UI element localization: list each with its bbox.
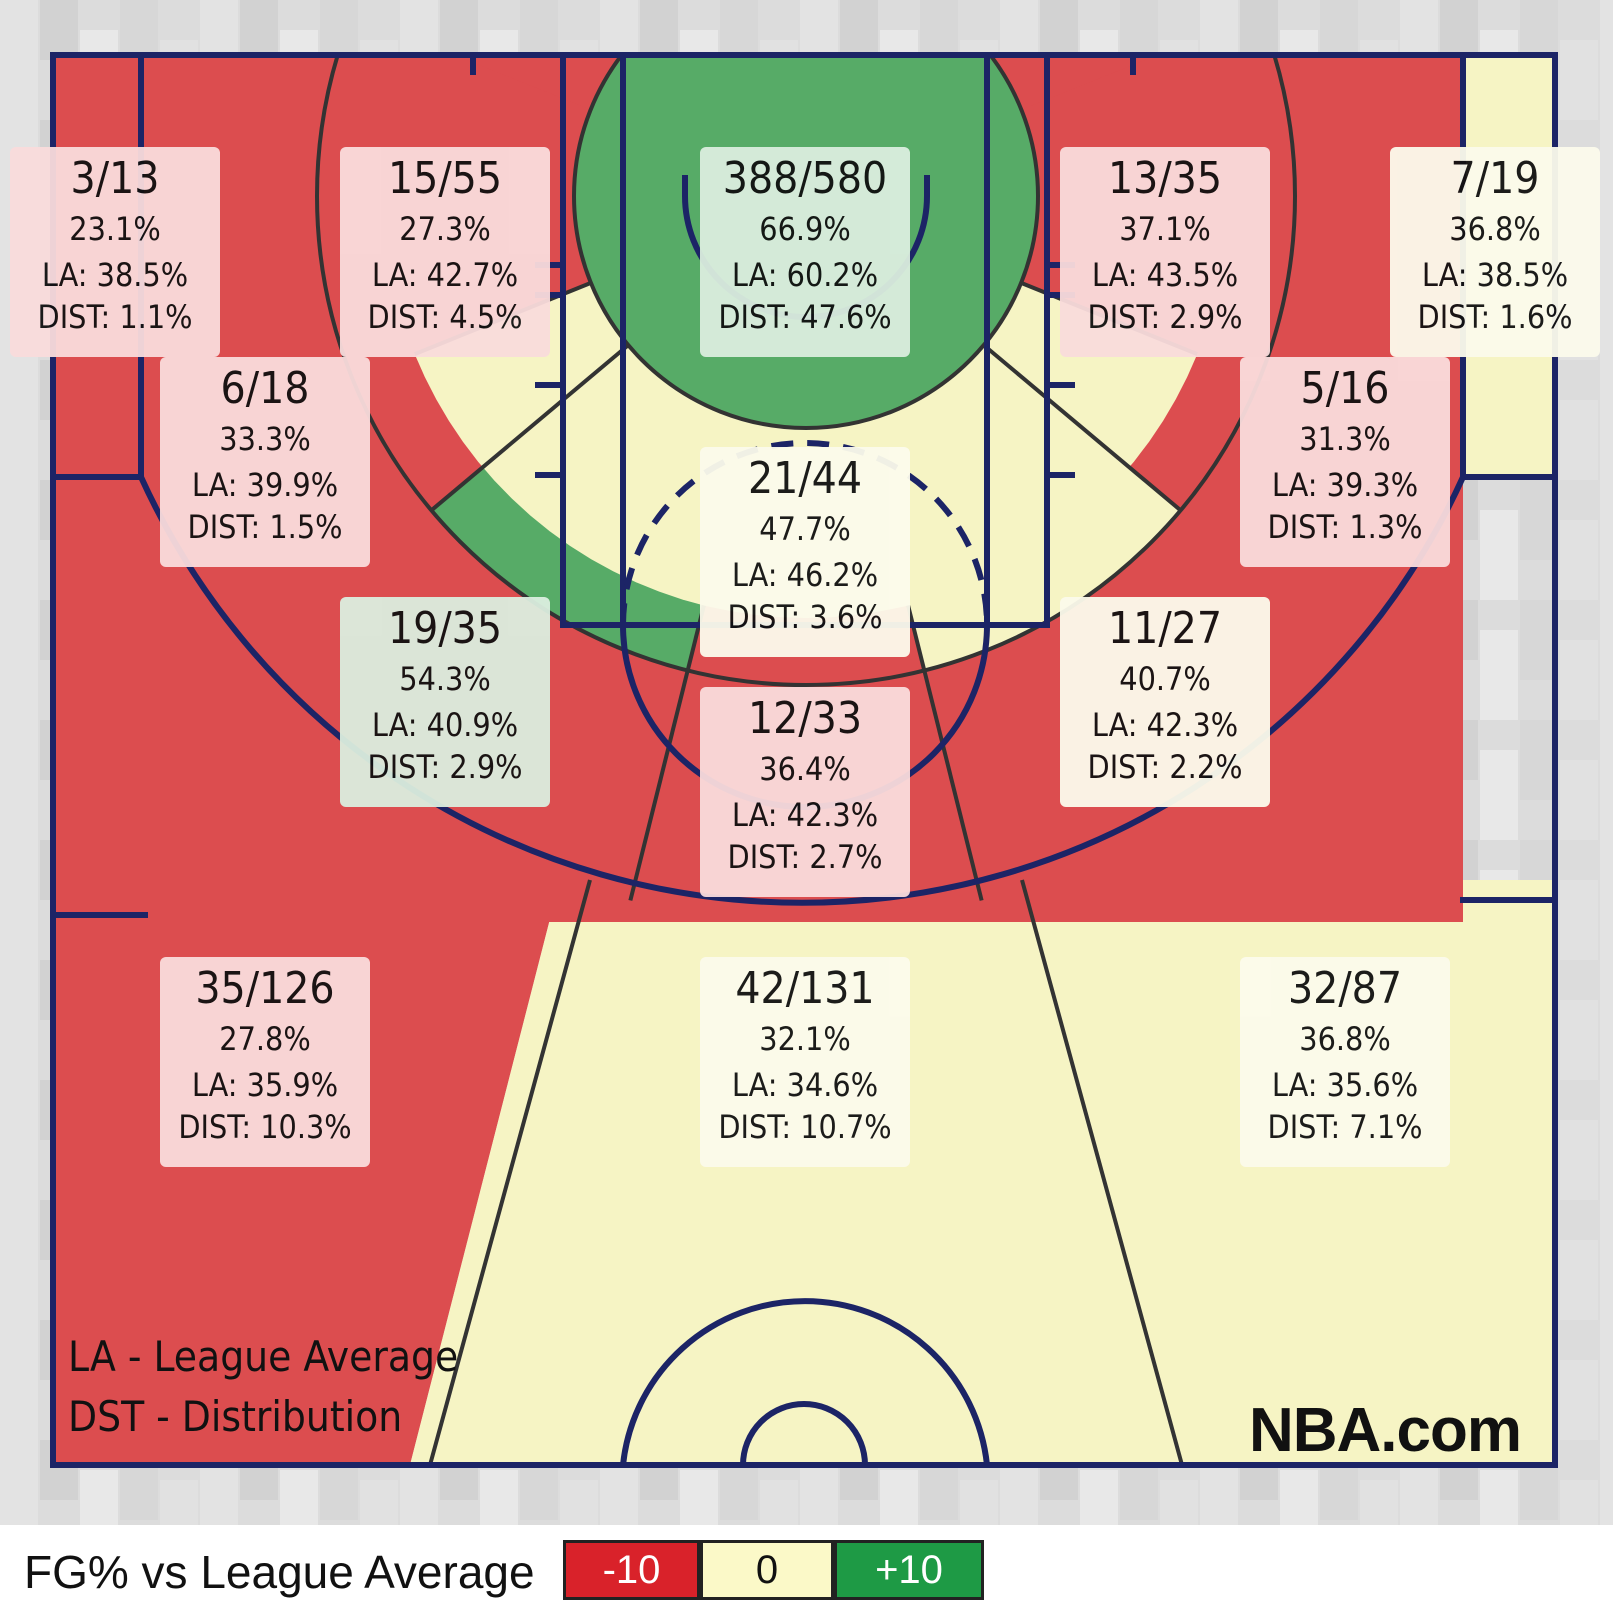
zone-league-avg: LA: 35.9% — [191, 1066, 339, 1104]
zone-divider-1 — [982, 343, 1182, 512]
center-circle-inner — [740, 1401, 868, 1466]
zone-label-left-baseline-mid: 6/18 33.3% LA: 39.9% DIST: 1.5% — [160, 357, 370, 567]
zone-distribution: DIST: 1.3% — [1267, 508, 1423, 546]
zone-made-attempted: 21/44 — [747, 453, 863, 504]
zone-label-top-key-3: 42/131 32.1% LA: 34.6% DIST: 10.7% — [700, 957, 910, 1167]
zone-made-attempted: 19/35 — [387, 603, 503, 654]
zone-label-right-corner-3: 7/19 36.8% LA: 38.5% DIST: 1.6% — [1390, 147, 1600, 357]
zone-made-attempted: 12/33 — [747, 693, 863, 744]
zone-fg-pct: 36.8% — [1449, 210, 1541, 248]
zone-label-right-baseline-mid: 5/16 31.3% LA: 39.3% DIST: 1.3% — [1240, 357, 1450, 567]
zone-divider-0 — [430, 343, 630, 512]
court-lines — [50, 52, 1558, 1468]
zone-distribution: DIST: 2.2% — [1087, 748, 1243, 786]
zone-made-attempted: 32/87 — [1287, 963, 1403, 1014]
zone-fg-pct: 36.4% — [759, 750, 851, 788]
zone-made-attempted: 42/131 — [735, 963, 875, 1014]
zone-label-top-key-mid: 12/33 36.4% LA: 42.3% DIST: 2.7% — [700, 687, 910, 897]
zone-league-avg: LA: 42.7% — [371, 256, 519, 294]
zone-made-attempted: 11/27 — [1107, 603, 1223, 654]
zone-fg-pct: 47.7% — [759, 510, 851, 548]
zone-league-avg: LA: 39.3% — [1271, 466, 1419, 504]
zone-league-avg: LA: 43.5% — [1091, 256, 1239, 294]
mid-boundary — [315, 55, 1297, 687]
zone-fg-pct: 66.9% — [759, 210, 851, 248]
zone-label-left-corner-3: 3/13 23.1% LA: 38.5% DIST: 1.1% — [10, 147, 220, 357]
zone-label-paint-non-ra: 21/44 47.7% LA: 46.2% DIST: 3.6% — [700, 447, 910, 657]
footer-title: FG% vs League Average — [24, 1546, 535, 1598]
zone-made-attempted: 7/19 — [1450, 153, 1540, 204]
zone-divider-right-3 — [1020, 879, 1184, 1465]
legend-distribution: DST - Distribution — [68, 1392, 403, 1441]
zone-league-avg: LA: 60.2% — [731, 256, 879, 294]
zone-distribution: DIST: 1.6% — [1417, 298, 1573, 336]
zone-league-avg: LA: 40.9% — [371, 706, 519, 744]
zone-divider-3 — [906, 604, 984, 901]
zone-league-avg: LA: 42.3% — [1091, 706, 1239, 744]
three-point-arc — [138, 475, 1466, 906]
zone-distribution: DIST: 7.1% — [1267, 1108, 1423, 1146]
zone-league-avg: LA: 46.2% — [731, 556, 879, 594]
zone-fg-pct: 23.1% — [69, 210, 161, 248]
ra-boundary — [572, 55, 1040, 430]
zone-distribution: DIST: 47.6% — [718, 298, 892, 336]
zone-league-avg: LA: 35.6% — [1271, 1066, 1419, 1104]
zone-fg-pct: 27.3% — [399, 210, 491, 248]
scale-box-1: 0 — [700, 1540, 834, 1600]
zone-fg-pct: 32.1% — [759, 1020, 851, 1058]
zone-label-restricted-area: 388/580 66.9% LA: 60.2% DIST: 47.6% — [700, 147, 910, 357]
zone-label-left-wing-3-upper: 15/55 27.3% LA: 42.7% DIST: 4.5% — [340, 147, 550, 357]
zone-distribution: DIST: 3.6% — [727, 598, 883, 636]
scale-box-0: -10 — [563, 1540, 700, 1600]
zone-league-avg: LA: 34.6% — [731, 1066, 879, 1104]
zone-league-avg: LA: 38.5% — [41, 256, 189, 294]
zone-made-attempted: 5/16 — [1300, 363, 1390, 414]
zone-distribution: DIST: 1.1% — [37, 298, 193, 336]
center-circle-outer — [620, 1298, 990, 1466]
zone-distribution: DIST: 10.7% — [718, 1108, 892, 1146]
scale-box-2: +10 — [834, 1540, 984, 1600]
zone-distribution: DIST: 2.7% — [727, 838, 883, 876]
zone-made-attempted: 3/13 — [70, 153, 160, 204]
free-throw-circle-top — [620, 440, 990, 626]
zone-distribution: DIST: 4.5% — [367, 298, 523, 336]
zone-distribution: DIST: 2.9% — [367, 748, 523, 786]
zone-distribution: DIST: 2.9% — [1087, 298, 1243, 336]
zone-fg-pct: 31.3% — [1299, 420, 1391, 458]
zone-league-avg: LA: 38.5% — [1421, 256, 1569, 294]
zone-fg-pct: 54.3% — [399, 660, 491, 698]
zone-fg-pct: 36.8% — [1299, 1020, 1391, 1058]
zone-made-attempted: 6/18 — [220, 363, 310, 414]
zone-made-attempted: 13/35 — [1107, 153, 1223, 204]
zone-league-avg: LA: 42.3% — [731, 796, 879, 834]
zone-top-key-3 — [410, 880, 1180, 1465]
zone-distribution: DIST: 10.3% — [178, 1108, 352, 1146]
zone-label-left-elbow-mid: 19/35 54.3% LA: 40.9% DIST: 2.9% — [340, 597, 550, 807]
zone-fg-pct: 33.3% — [219, 420, 311, 458]
zone-fg-pct: 40.7% — [1119, 660, 1211, 698]
zone-made-attempted: 35/126 — [195, 963, 335, 1014]
zone-label-right-elbow-mid: 11/27 40.7% LA: 42.3% DIST: 2.2% — [1060, 597, 1270, 807]
nba-logo-text: NBA.com — [1248, 1396, 1522, 1465]
zone-fg-pct: 27.8% — [219, 1020, 311, 1058]
zone-fg-pct: 37.1% — [1119, 210, 1211, 248]
zone-label-right-wing-3-upper: 13/35 37.1% LA: 43.5% DIST: 2.9% — [1060, 147, 1270, 357]
zone-made-attempted: 388/580 — [722, 153, 888, 204]
zone-distribution: DIST: 1.5% — [187, 508, 343, 546]
zone-made-attempted: 15/55 — [387, 153, 503, 204]
zone-divider-2 — [628, 604, 706, 901]
zone-league-avg: LA: 39.9% — [191, 466, 339, 504]
zone-divider-left-3 — [428, 879, 592, 1465]
zone-label-right-wing-3: 32/87 36.8% LA: 35.6% DIST: 7.1% — [1240, 957, 1450, 1167]
legend-league-average: LA - League Average — [68, 1332, 459, 1381]
zone-label-left-wing-3: 35/126 27.8% LA: 35.9% DIST: 10.3% — [160, 957, 370, 1167]
